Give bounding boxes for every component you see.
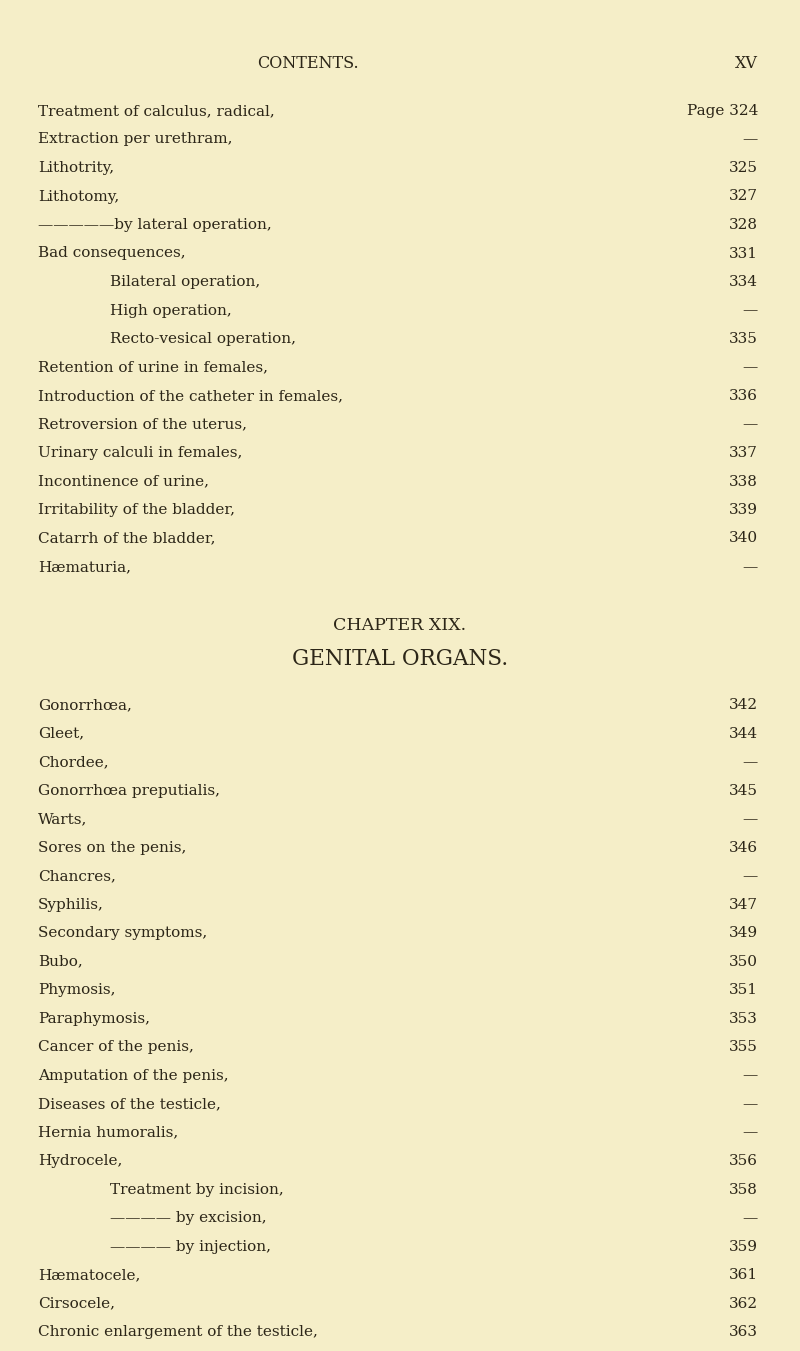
Text: XV: XV (735, 55, 758, 72)
Text: ———— by excision,: ———— by excision, (110, 1210, 266, 1225)
Text: Bad consequences,: Bad consequences, (38, 246, 186, 261)
Text: 325: 325 (729, 161, 758, 176)
Text: —: — (742, 1069, 758, 1082)
Text: 349: 349 (729, 925, 758, 940)
Text: 361: 361 (729, 1269, 758, 1282)
Text: —: — (742, 812, 758, 825)
Text: Cirsocele,: Cirsocele, (38, 1297, 115, 1310)
Text: Lithotrity,: Lithotrity, (38, 161, 114, 176)
Text: Hæmatocele,: Hæmatocele, (38, 1269, 140, 1282)
Text: Hernia humoralis,: Hernia humoralis, (38, 1125, 178, 1139)
Text: 363: 363 (729, 1325, 758, 1339)
Text: —: — (742, 1097, 758, 1111)
Text: 328: 328 (729, 218, 758, 232)
Text: 356: 356 (729, 1154, 758, 1169)
Text: 339: 339 (729, 503, 758, 517)
Text: —: — (742, 361, 758, 374)
Text: —: — (742, 1125, 758, 1139)
Text: Diseases of the testicle,: Diseases of the testicle, (38, 1097, 221, 1111)
Text: Bubo,: Bubo, (38, 955, 82, 969)
Text: Retroversion of the uterus,: Retroversion of the uterus, (38, 417, 247, 431)
Text: High operation,: High operation, (110, 304, 232, 317)
Text: 337: 337 (729, 446, 758, 459)
Text: Irritability of the bladder,: Irritability of the bladder, (38, 503, 235, 517)
Text: Warts,: Warts, (38, 812, 87, 825)
Text: 347: 347 (729, 897, 758, 912)
Text: 353: 353 (729, 1012, 758, 1025)
Text: 331: 331 (729, 246, 758, 261)
Text: Lithotomy,: Lithotomy, (38, 189, 119, 204)
Text: 338: 338 (729, 474, 758, 489)
Text: —: — (742, 561, 758, 574)
Text: —————by lateral operation,: —————by lateral operation, (38, 218, 272, 232)
Text: Bilateral operation,: Bilateral operation, (110, 276, 260, 289)
Text: GENITAL ORGANS.: GENITAL ORGANS. (292, 648, 508, 670)
Text: Gonorrhœa preputialis,: Gonorrhœa preputialis, (38, 784, 220, 797)
Text: 362: 362 (729, 1297, 758, 1310)
Text: 336: 336 (729, 389, 758, 403)
Text: Page 324: Page 324 (686, 104, 758, 118)
Text: Chronic enlargement of the testicle,: Chronic enlargement of the testicle, (38, 1325, 318, 1339)
Text: Gleet,: Gleet, (38, 727, 84, 740)
Text: 351: 351 (729, 984, 758, 997)
Text: CONTENTS.: CONTENTS. (257, 55, 359, 72)
Text: 327: 327 (729, 189, 758, 204)
Text: Paraphymosis,: Paraphymosis, (38, 1012, 150, 1025)
Text: Treatment of calculus, radical,: Treatment of calculus, radical, (38, 104, 274, 118)
Text: Introduction of the catheter in females,: Introduction of the catheter in females, (38, 389, 343, 403)
Text: Urinary calculi in females,: Urinary calculi in females, (38, 446, 242, 459)
Text: 342: 342 (729, 698, 758, 712)
Text: 350: 350 (729, 955, 758, 969)
Text: 340: 340 (729, 531, 758, 546)
Text: —: — (742, 869, 758, 884)
Text: Recto-vesical operation,: Recto-vesical operation, (110, 332, 296, 346)
Text: 345: 345 (729, 784, 758, 797)
Text: Sores on the penis,: Sores on the penis, (38, 840, 186, 855)
Text: —: — (742, 417, 758, 431)
Text: 335: 335 (729, 332, 758, 346)
Text: 334: 334 (729, 276, 758, 289)
Text: 359: 359 (729, 1239, 758, 1254)
Text: 346: 346 (729, 840, 758, 855)
Text: Gonorrhœa,: Gonorrhœa, (38, 698, 132, 712)
Text: Incontinence of urine,: Incontinence of urine, (38, 474, 209, 489)
Text: Treatment by incision,: Treatment by incision, (110, 1182, 284, 1197)
Text: Cancer of the penis,: Cancer of the penis, (38, 1040, 194, 1054)
Text: Chordee,: Chordee, (38, 755, 109, 769)
Text: Chancres,: Chancres, (38, 869, 116, 884)
Text: —: — (742, 1210, 758, 1225)
Text: 355: 355 (729, 1040, 758, 1054)
Text: 358: 358 (729, 1182, 758, 1197)
Text: Catarrh of the bladder,: Catarrh of the bladder, (38, 531, 215, 546)
Text: Retention of urine in females,: Retention of urine in females, (38, 361, 268, 374)
Text: —: — (742, 755, 758, 769)
Text: Secondary symptoms,: Secondary symptoms, (38, 925, 207, 940)
Text: Phymosis,: Phymosis, (38, 984, 115, 997)
Text: Amputation of the penis,: Amputation of the penis, (38, 1069, 229, 1082)
Text: 344: 344 (729, 727, 758, 740)
Text: Syphilis,: Syphilis, (38, 897, 104, 912)
Text: Extraction per urethram,: Extraction per urethram, (38, 132, 233, 146)
Text: Hæmaturia,: Hæmaturia, (38, 561, 131, 574)
Text: ———— by injection,: ———— by injection, (110, 1239, 271, 1254)
Text: —: — (742, 132, 758, 146)
Text: CHAPTER XIX.: CHAPTER XIX. (334, 616, 466, 634)
Text: —: — (742, 304, 758, 317)
Text: Hydrocele,: Hydrocele, (38, 1154, 122, 1169)
